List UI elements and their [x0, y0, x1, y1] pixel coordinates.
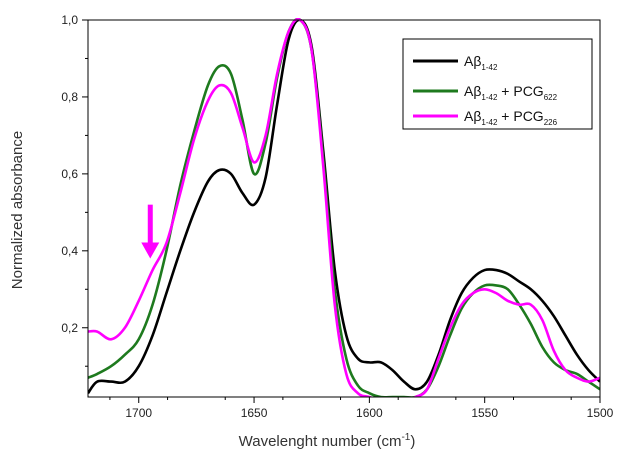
legend-label-extra-sub: 226: [544, 118, 558, 127]
arrow-head: [141, 242, 160, 259]
y-tick-label: 0,2: [61, 321, 78, 335]
annotation-layer: [141, 204, 160, 259]
x-tick-label: 1600: [356, 406, 383, 420]
legend-label-extra: + PCG: [497, 83, 543, 99]
y-tick-label: 0,6: [61, 167, 78, 181]
x-axis-title-close: ): [410, 433, 415, 450]
y-tick-label: 0,8: [61, 90, 78, 104]
axes: [87, 19, 601, 398]
legend-label-extra: + PCG: [497, 108, 543, 124]
x-tick-label: 1700: [125, 406, 152, 420]
legend-label: Aβ1-42 + PCG226: [464, 108, 558, 127]
x-tick-label: 1550: [471, 406, 498, 420]
x-axis-title: Wavelenght number (cm-1): [239, 432, 416, 450]
x-axis-title-main: Wavelenght number (cm: [239, 433, 402, 450]
series-line-2: [88, 18, 600, 397]
legend-label: Aβ1-42: [464, 53, 498, 72]
y-tick-label: 0,4: [61, 244, 78, 258]
x-tick-label: 1500: [587, 406, 614, 420]
ticks: 1700 1650 1600 1550 1500 0,2 0,4 0,6 0,8 1,0: [61, 13, 613, 420]
legend-box: [402, 38, 593, 130]
legend: Aβ1-42 Aβ1-42 + PCG622 Aβ1-42 + PCG226: [402, 38, 593, 130]
series-layer: [88, 18, 600, 397]
legend-entry: Aβ1-42 + PCG226: [413, 108, 558, 127]
legend-label-extra-sub: 622: [544, 93, 558, 102]
legend-label-main: Aβ: [464, 108, 481, 124]
legend-label-sub: 1-42: [481, 63, 498, 72]
legend-label: Aβ1-42 + PCG622: [464, 83, 558, 102]
y-axis-title: Normalized absorbance: [9, 131, 26, 289]
series-line-1: [88, 18, 600, 397]
legend-label-main: Aβ: [464, 53, 481, 69]
x-tick-label: 1650: [241, 406, 268, 420]
legend-label-sub: 1-42: [481, 118, 498, 127]
y-tick-label: 1,0: [61, 13, 78, 27]
series-line-0: [88, 18, 600, 394]
legend-entry: Aβ1-42: [413, 53, 498, 72]
legend-label-sub: 1-42: [481, 93, 498, 102]
plot-frame: [87, 19, 601, 398]
legend-entry: Aβ1-42 + PCG622: [413, 83, 558, 102]
x-axis-title-sup: -1: [401, 432, 410, 443]
legend-label-main: Aβ: [464, 83, 481, 99]
